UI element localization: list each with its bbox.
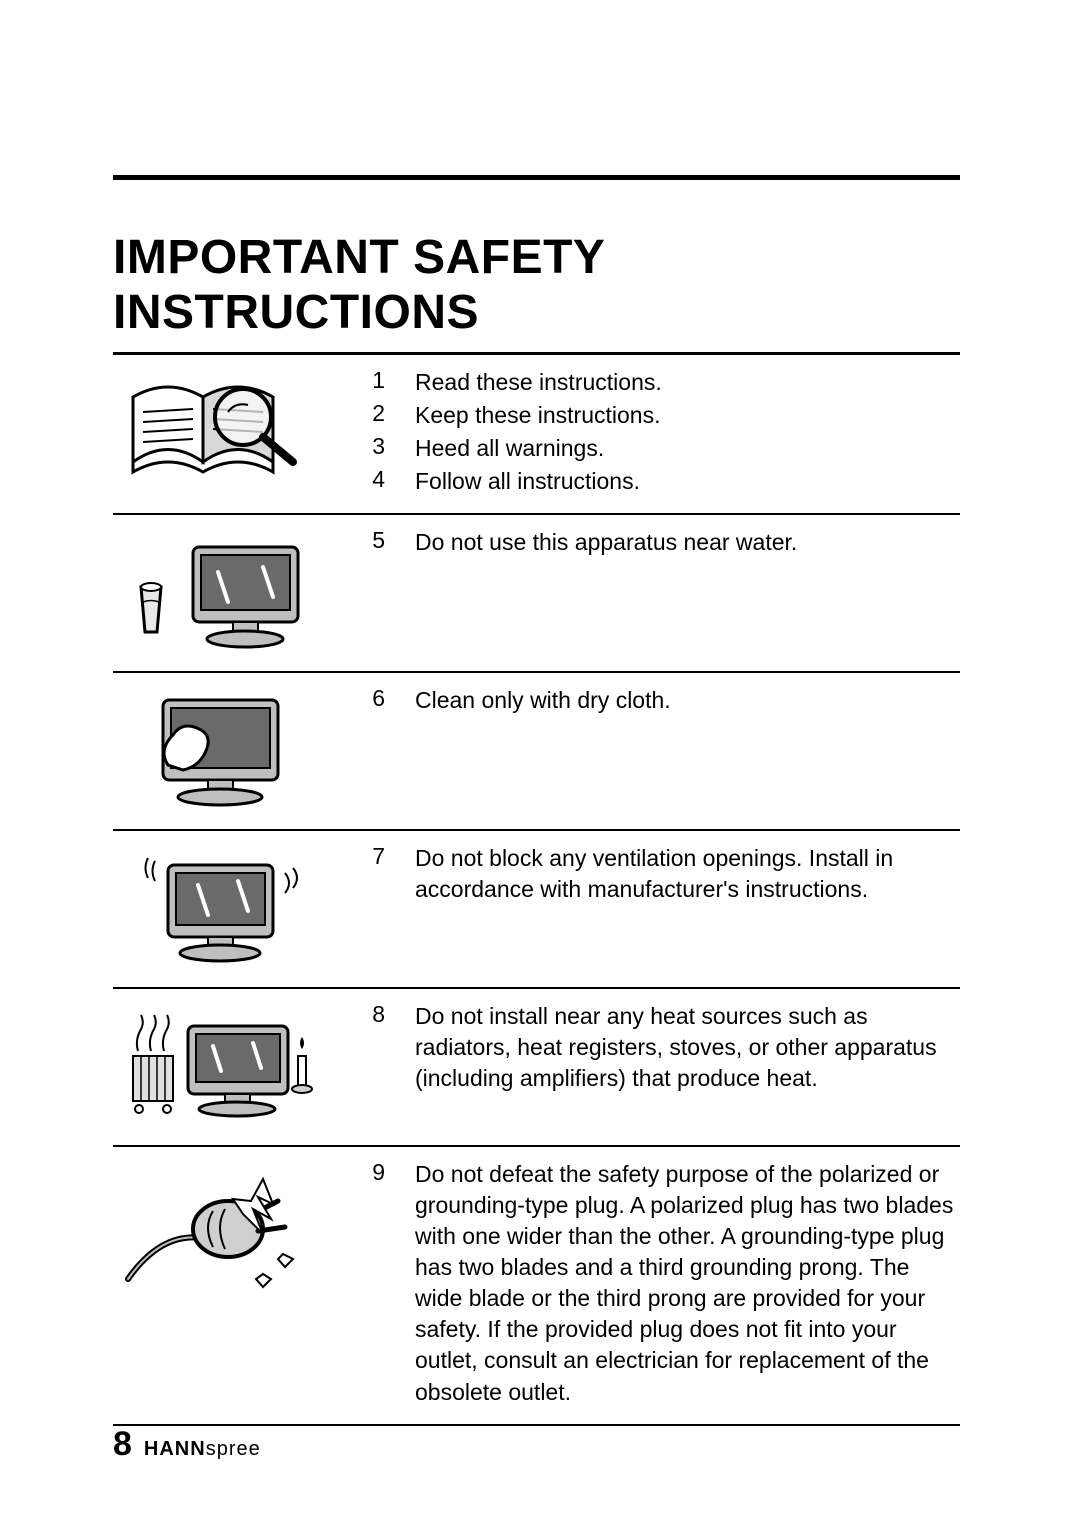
page-footer: 8 HANNspree [113,1425,261,1464]
instruction-item: 6 Clean only with dry cloth. [363,685,960,716]
brand-logo: HANNspree [144,1438,261,1461]
instruction-section: 9 Do not defeat the safety purpose of th… [113,1147,960,1425]
instruction-section: 1 Read these instructions. 2 Keep these … [113,355,960,515]
instruction-text-block: 1 Read these instructions. 2 Keep these … [363,367,960,499]
instruction-text-block: 8 Do not install near any heat sources s… [363,1001,960,1096]
instruction-item: 9 Do not defeat the safety purpose of th… [363,1159,960,1407]
instruction-text: Do not block any ventilation openings. I… [415,843,960,905]
instruction-text: Do not use this apparatus near water. [415,527,960,558]
page-title: IMPORTANT SAFETY INSTRUCTIONS [113,230,960,340]
instruction-text: Clean only with dry cloth. [415,685,960,716]
manual-magnifier-icon [113,367,343,497]
instruction-number: 2 [363,400,385,431]
instruction-text: Heed all warnings. [415,433,960,464]
instruction-text: Keep these instructions. [415,400,960,431]
instruction-section: 8 Do not install near any heat sources s… [113,989,960,1147]
instruction-text: Read these instructions. [415,367,960,398]
plug-spark-icon [113,1159,343,1299]
instruction-item: 5 Do not use this apparatus near water. [363,527,960,558]
instruction-number: 5 [363,527,385,558]
instruction-text-block: 6 Clean only with dry cloth. [363,685,960,718]
instruction-item: 8 Do not install near any heat sources s… [363,1001,960,1094]
instruction-number: 3 [363,433,385,464]
instruction-text-block: 9 Do not defeat the safety purpose of th… [363,1159,960,1409]
instruction-section: 7 Do not block any ventilation openings.… [113,831,960,989]
monitor-heat-icon [113,1001,343,1131]
instruction-number: 7 [363,843,385,905]
monitor-water-icon [113,527,343,657]
instruction-number: 6 [363,685,385,716]
top-rule [113,175,960,180]
instruction-number: 4 [363,466,385,497]
instruction-section: 5 Do not use this apparatus near water. [113,515,960,673]
monitor-cloth-icon [113,685,343,815]
instruction-text: Do not defeat the safety purpose of the … [415,1159,960,1407]
instruction-item: 3 Heed all warnings. [363,433,960,464]
brand-part2: spree [206,1438,261,1460]
monitor-ventilation-icon [113,843,343,973]
brand-part1: HANN [144,1438,206,1460]
instruction-text-block: 5 Do not use this apparatus near water. [363,527,960,560]
instruction-item: 1 Read these instructions. [363,367,960,398]
instruction-text-block: 7 Do not block any ventilation openings.… [363,843,960,907]
instruction-number: 9 [363,1159,385,1407]
instruction-item: 2 Keep these instructions. [363,400,960,431]
page-number: 8 [113,1425,132,1464]
instruction-section: 6 Clean only with dry cloth. [113,673,960,831]
document-page: IMPORTANT SAFETY INSTRUCTIONS [0,0,1080,1529]
instruction-text: Do not install near any heat sources suc… [415,1001,960,1094]
instruction-number: 8 [363,1001,385,1094]
instruction-text: Follow all instructions. [415,466,960,497]
instruction-number: 1 [363,367,385,398]
instruction-item: 7 Do not block any ventilation openings.… [363,843,960,905]
instruction-item: 4 Follow all instructions. [363,466,960,497]
